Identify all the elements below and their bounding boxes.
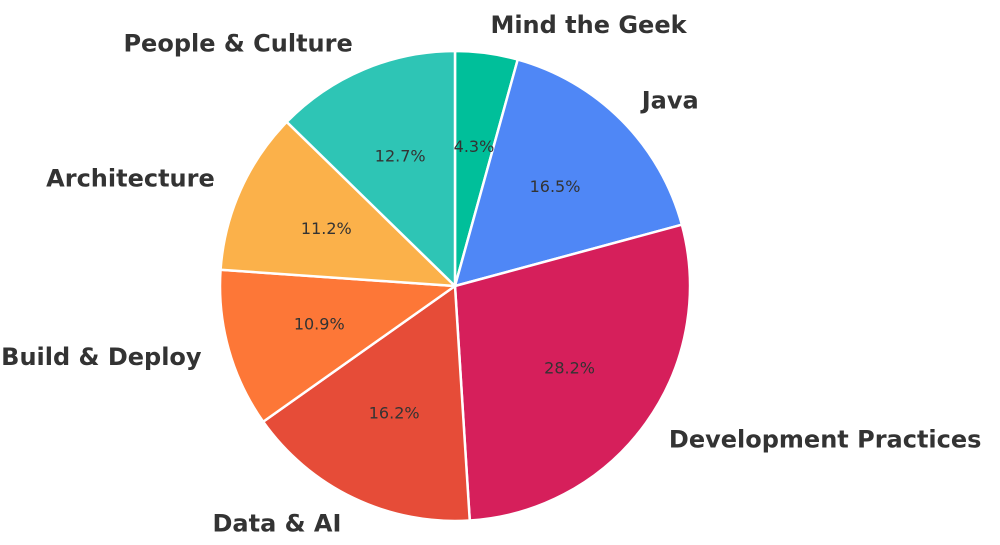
category-label-people-and-culture: People & Culture bbox=[123, 29, 352, 57]
pie-slice-development-practices bbox=[453, 223, 692, 522]
category-label-data-and-ai: Data & AI bbox=[213, 509, 342, 537]
category-label-development-practices: Development Practices bbox=[669, 425, 982, 453]
category-label-build-and-deploy: Build & Deploy bbox=[1, 343, 202, 371]
pie-slice-people-and-culture bbox=[285, 49, 457, 288]
pct-label-development-practices: 28.2% bbox=[544, 359, 595, 378]
category-labels: Mind the Geek Java Development Practices Da… bbox=[1, 11, 981, 537]
pct-label-java: 16.5% bbox=[530, 177, 581, 196]
pie-slice-build-and-deploy bbox=[218, 268, 457, 423]
category-label-java: Java bbox=[640, 86, 699, 114]
pie-slice-data-and-ai bbox=[261, 284, 472, 523]
category-label-architecture: Architecture bbox=[46, 164, 215, 192]
category-label-mind-the-geek: Mind the Geek bbox=[490, 11, 687, 39]
pie-slice-java bbox=[453, 58, 684, 288]
pct-label-architecture: 11.2% bbox=[301, 219, 352, 238]
pct-label-people-and-culture: 12.7% bbox=[375, 147, 426, 166]
pct-label-build-and-deploy: 10.9% bbox=[294, 315, 345, 334]
pie-slice-architecture bbox=[219, 120, 457, 288]
pct-label-mind-the-geek: 4.3% bbox=[454, 137, 495, 156]
percentage-labels: 4.3% 16.5% 28.2% 16.2% 10.9% 11.2% 12.7% bbox=[294, 137, 595, 423]
pie-slices bbox=[218, 49, 692, 523]
pct-label-data-and-ai: 16.2% bbox=[369, 404, 420, 423]
